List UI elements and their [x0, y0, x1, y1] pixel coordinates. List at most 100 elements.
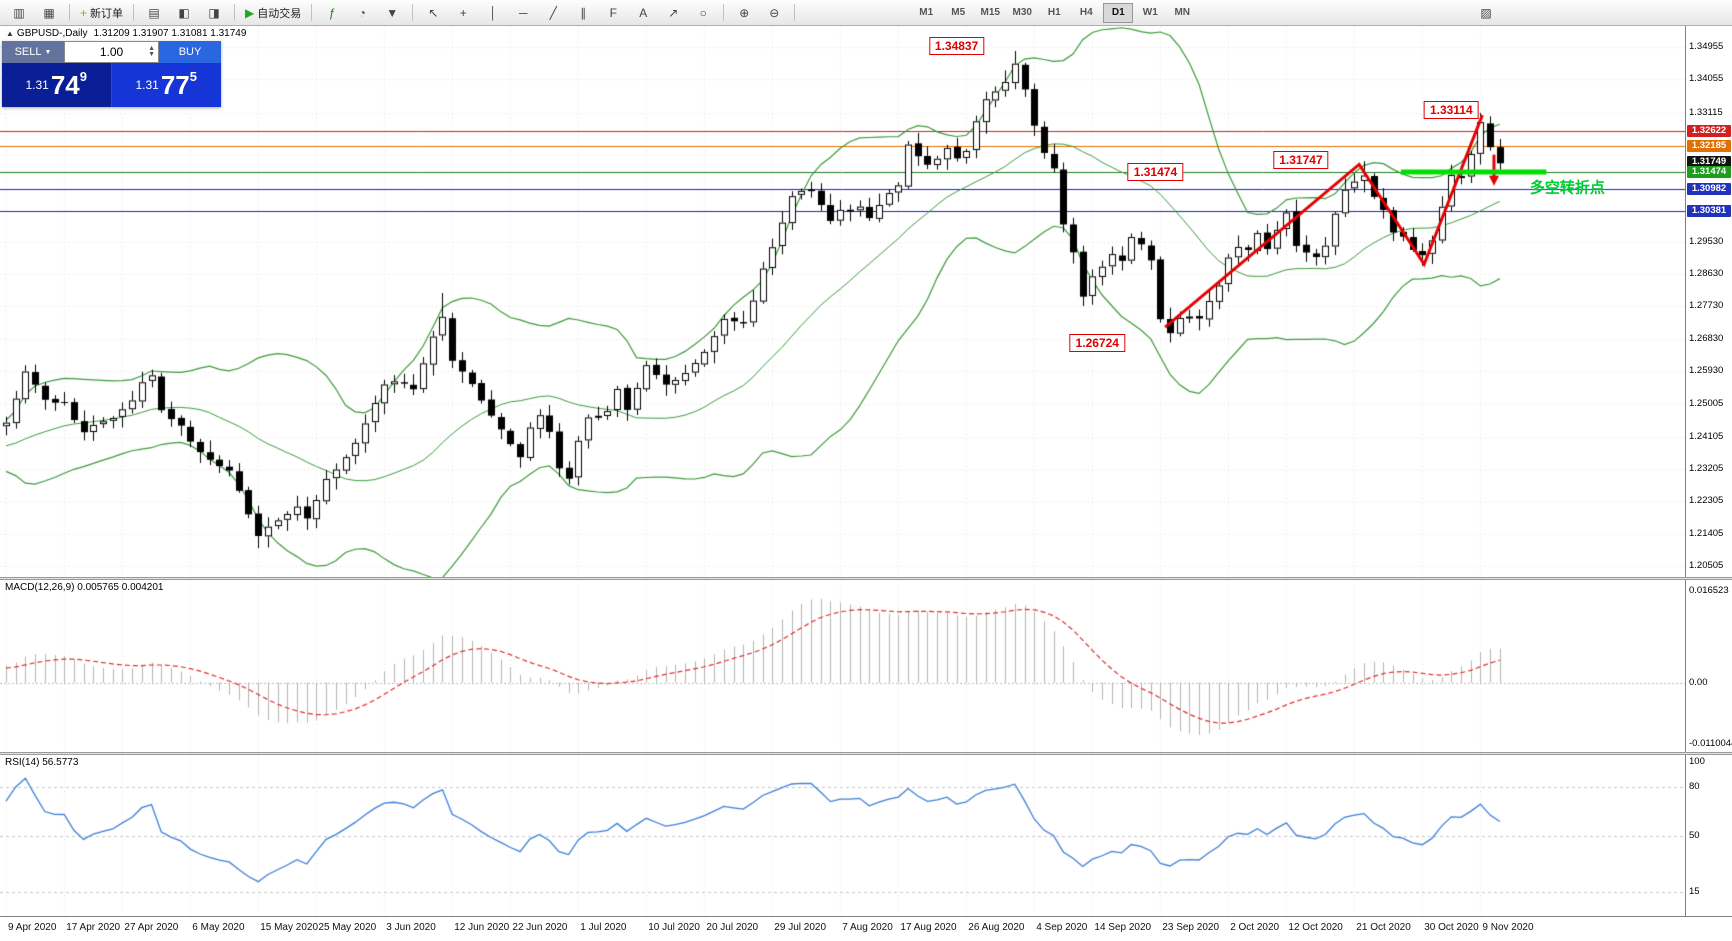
channel-button[interactable]: ∥: [569, 2, 597, 24]
symbol-info: ▲ GBPUSD-,Daily 1.31209 1.31907 1.31081 1.…: [6, 28, 246, 39]
auto-trading-button-label: 自动交易: [257, 7, 302, 20]
navigator-button[interactable]: ◨: [200, 2, 228, 24]
price-annotation[interactable]: 1.26724: [1069, 333, 1125, 352]
timeframe-h1[interactable]: H1: [1047, 7, 1061, 18]
grid-icon: ▨: [1480, 5, 1492, 20]
toolbar-separator: [133, 4, 135, 21]
price-scale-label: 1.21405: [1689, 527, 1724, 539]
date-label: 4 Sep 2020: [1036, 922, 1088, 933]
panel-right-icon: ◨: [208, 5, 220, 20]
macd-scale-label: 0.00: [1689, 676, 1708, 688]
crosshair-button[interactable]: +: [449, 2, 477, 24]
channel-icon: ∥: [580, 5, 587, 20]
sell-button[interactable]: SELL ▼: [2, 41, 64, 63]
price-annotation[interactable]: 1.31747: [1273, 150, 1329, 169]
new-chart-button[interactable]: ▥: [5, 2, 33, 24]
bar-chart-icon: ▥: [13, 5, 25, 20]
arrows-button[interactable]: ↗: [659, 2, 687, 24]
zoom-out-button[interactable]: ⊖: [760, 2, 788, 24]
price-scale-label: 1.29530: [1689, 235, 1724, 247]
timeframe-m5[interactable]: M5: [951, 7, 966, 18]
trendline-button[interactable]: ╱: [539, 2, 567, 24]
fibonacci-button[interactable]: F: [599, 2, 627, 24]
buy-button-label: BUY: [178, 46, 202, 58]
price-scale-label: 1.34055: [1689, 73, 1724, 84]
shapes-button[interactable]: ○: [689, 2, 717, 24]
horizontal-line-icon: ─: [518, 5, 528, 20]
periods-button[interactable]: ◔: [348, 2, 376, 24]
panel-left-icon: ◧: [178, 5, 190, 20]
toolbar-separator: [794, 4, 796, 21]
timeframe-m15[interactable]: M15: [980, 7, 1000, 18]
horizontal-line-button[interactable]: ─: [509, 2, 537, 24]
volume-spinner-icons[interactable]: ▲ ▼: [148, 45, 155, 58]
date-label: 30 Oct 2020: [1424, 922, 1479, 933]
main-price-chart[interactable]: [0, 26, 1685, 577]
templates-button[interactable]: ▼: [378, 2, 406, 24]
rsi-scale-label: 100: [1689, 756, 1705, 767]
date-axis[interactable]: 9 Apr 2020 17 Apr 2020 27 Apr 2020 6 May 20…: [0, 916, 1732, 941]
new-order-button[interactable]: + 新订单: [76, 2, 127, 24]
timeframe-mn[interactable]: MN: [1174, 7, 1191, 18]
buy-price-prefix: 1.31: [135, 78, 159, 92]
rsi-scale-label: 80: [1689, 781, 1700, 793]
template-icon: ▼: [386, 5, 399, 20]
vertical-line-button[interactable]: │: [479, 2, 507, 24]
date-label: 3 Jun 2020: [386, 922, 436, 933]
price-scale-label: 1.26830: [1689, 332, 1724, 344]
price-scale-label: 1.25930: [1689, 365, 1724, 377]
date-label: 12 Jun 2020: [454, 922, 510, 933]
price-scale-label: 1.20505: [1689, 560, 1724, 572]
arrow-icon: ↗: [668, 5, 679, 20]
zoom-out-icon: ⊖: [769, 5, 780, 20]
window-icon: ▦: [43, 5, 55, 20]
buy-price-button[interactable]: 1.31 77 5: [111, 63, 221, 107]
profiles-button[interactable]: ▦: [35, 2, 63, 24]
toolbar-separator: [412, 4, 414, 21]
price-scale[interactable]: 1.34955 1.34055 1.33115 1.29530 1.28630 1.277…: [1685, 26, 1732, 916]
zoom-in-icon: ⊕: [739, 5, 750, 20]
rsi-indicator-label: RSI(14) 56.5773: [5, 757, 79, 768]
clock-icon: ◔: [358, 5, 366, 20]
timeframe-h4[interactable]: H4: [1079, 7, 1093, 18]
price-annotation[interactable]: 1.34837: [928, 37, 985, 56]
toolbar-separator: [723, 4, 725, 21]
price-tag: 1.31474: [1687, 165, 1731, 178]
timeframe-d1[interactable]: D1: [1103, 2, 1134, 23]
panel-separator[interactable]: [0, 577, 1732, 580]
date-label: 9 Apr 2020: [8, 922, 57, 933]
buy-button[interactable]: BUY: [159, 41, 221, 63]
ellipse-icon: ○: [699, 5, 707, 20]
data-window-button[interactable]: ◧: [170, 2, 198, 24]
sell-price-button[interactable]: 1.31 74 9: [2, 63, 112, 107]
macd-indicator-chart[interactable]: [0, 580, 1685, 752]
date-label: 14 Sep 2020: [1094, 922, 1152, 933]
market-watch-button[interactable]: ▤: [140, 2, 168, 24]
cursor-button[interactable]: ↖: [419, 2, 447, 24]
price-annotation[interactable]: 1.31474: [1127, 162, 1184, 181]
symbol-name: GBPUSD-,Daily: [16, 28, 88, 39]
list-icon: ▤: [148, 5, 160, 20]
timeframe-m30[interactable]: M30: [1012, 7, 1032, 18]
macd-indicator-label: MACD(12,26,9) 0.005765 0.004201: [5, 582, 164, 593]
price-annotation[interactable]: 1.33114: [1423, 101, 1479, 120]
zoom-in-button[interactable]: ⊕: [730, 2, 758, 24]
fibonacci-icon: F: [609, 5, 617, 20]
date-label: 29 Jul 2020: [774, 922, 827, 933]
panel-separator[interactable]: [0, 752, 1732, 755]
tile-windows-button[interactable]: ▨: [1472, 2, 1500, 24]
toolbar: ▥ ▦ + 新订单 ▤ ◧ ◨ ▶ 自动交易 ƒ ◔ ▼ ↖ + │ ─ ╱ ∥ F A ↗ ○ ⊕ ⊖ M1 M5 M15 M30 H…: [0, 0, 1732, 26]
chevron-down-icon: ▼: [44, 48, 52, 56]
turning-point-label[interactable]: 多空转折点: [1529, 179, 1605, 197]
timeframe-m1[interactable]: M1: [919, 7, 934, 18]
rsi-indicator-chart[interactable]: [0, 755, 1685, 916]
timeframe-w1[interactable]: W1: [1142, 7, 1158, 18]
date-label: 27 Apr 2020: [124, 922, 179, 933]
auto-trading-button[interactable]: ▶ 自动交易: [241, 2, 305, 24]
sell-button-label: SELL: [14, 46, 42, 58]
volume-input[interactable]: 1.00 ▲ ▼: [64, 41, 159, 63]
trade-panel-header-row: SELL ▼ 1.00 ▲ ▼ BUY: [2, 41, 221, 63]
indicators-button[interactable]: ƒ: [318, 2, 346, 24]
text-button[interactable]: A: [629, 2, 657, 24]
